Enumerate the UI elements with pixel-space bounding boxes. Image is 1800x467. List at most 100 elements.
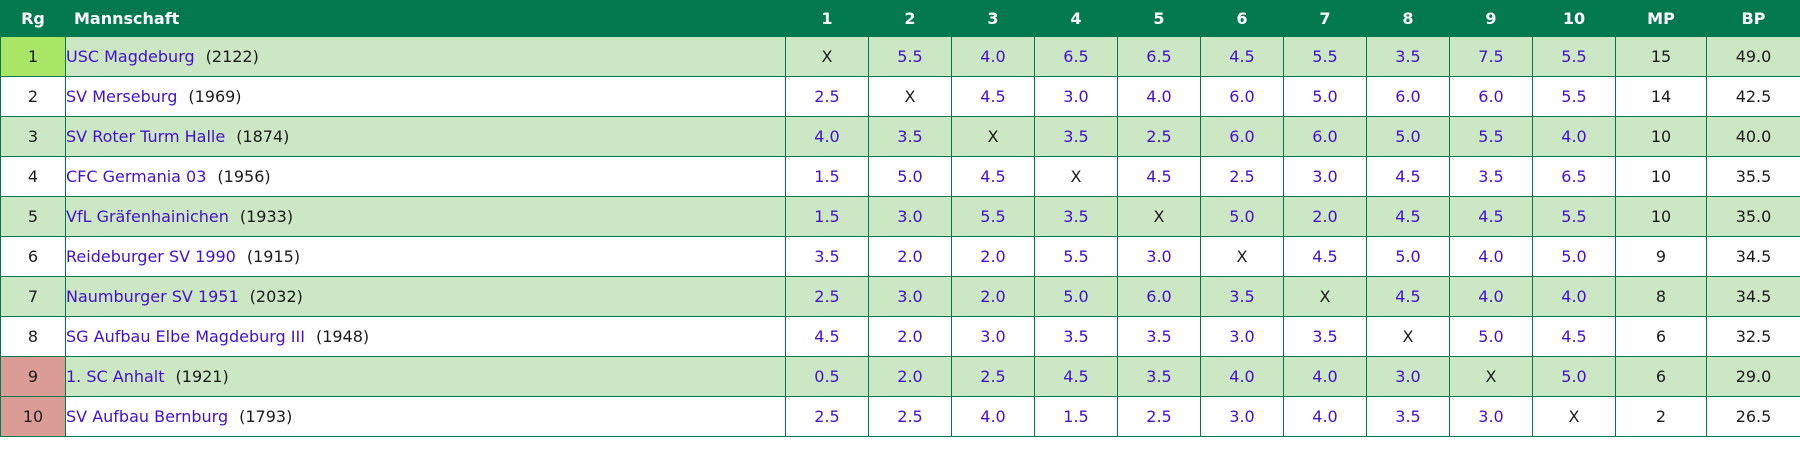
result-link[interactable]: 5.5	[897, 47, 923, 66]
result-link[interactable]: 3.5	[1312, 327, 1338, 346]
result-link[interactable]: 7.5	[1478, 47, 1504, 66]
result-link[interactable]: 4.5	[1395, 207, 1421, 226]
result-link[interactable]: 3.5	[1063, 327, 1089, 346]
result-link[interactable]: 1.5	[814, 167, 840, 186]
result-link[interactable]: 4.0	[980, 407, 1006, 426]
result-link[interactable]: 5.0	[1395, 127, 1421, 146]
team-link[interactable]: 1. SC Anhalt	[66, 367, 165, 386]
result-link[interactable]: 5.5	[1063, 247, 1089, 266]
result-link[interactable]: 2.0	[897, 367, 923, 386]
result-link[interactable]: 4.5	[1395, 167, 1421, 186]
result-link[interactable]: 3.5	[1478, 167, 1504, 186]
result-link[interactable]: 4.0	[1561, 287, 1587, 306]
result-link[interactable]: 5.0	[1312, 87, 1338, 106]
result-link[interactable]: 6.5	[1561, 167, 1587, 186]
result-link[interactable]: 4.0	[980, 47, 1006, 66]
result-link[interactable]: 1.5	[1063, 407, 1089, 426]
result-link[interactable]: 4.5	[1561, 327, 1587, 346]
result-link[interactable]: 3.5	[1146, 367, 1172, 386]
result-link[interactable]: 4.0	[1478, 287, 1504, 306]
result-link[interactable]: 4.5	[1063, 367, 1089, 386]
result-link[interactable]: 4.0	[1561, 127, 1587, 146]
result-link[interactable]: 5.0	[1063, 287, 1089, 306]
result-link[interactable]: 6.0	[1146, 287, 1172, 306]
result-link[interactable]: 3.5	[1146, 327, 1172, 346]
result-link[interactable]: 6.5	[1146, 47, 1172, 66]
result-link[interactable]: 3.0	[1229, 327, 1255, 346]
result-link[interactable]: 6.0	[1478, 87, 1504, 106]
result-link[interactable]: 3.5	[814, 247, 840, 266]
result-link[interactable]: 5.5	[980, 207, 1006, 226]
result-link[interactable]: 4.0	[1478, 247, 1504, 266]
result-link[interactable]: 4.0	[814, 127, 840, 146]
result-link[interactable]: 4.0	[1312, 407, 1338, 426]
result-link[interactable]: 4.5	[1395, 287, 1421, 306]
result-link[interactable]: 3.5	[1395, 47, 1421, 66]
team-link[interactable]: SV Merseburg	[66, 87, 178, 106]
result-link[interactable]: 3.5	[1229, 287, 1255, 306]
result-link[interactable]: 0.5	[814, 367, 840, 386]
result-link[interactable]: 2.5	[814, 407, 840, 426]
result-link[interactable]: 5.0	[1478, 327, 1504, 346]
result-link[interactable]: 2.0	[1312, 207, 1338, 226]
team-link[interactable]: USC Magdeburg	[66, 47, 195, 66]
team-link[interactable]: VfL Gräfenhainichen	[66, 207, 229, 226]
result-link[interactable]: 2.0	[980, 287, 1006, 306]
result-link[interactable]: 3.0	[1478, 407, 1504, 426]
team-link[interactable]: CFC Germania 03	[66, 167, 207, 186]
result-link[interactable]: 6.0	[1395, 87, 1421, 106]
result-link[interactable]: 3.0	[897, 287, 923, 306]
team-link[interactable]: Reideburger SV 1990	[66, 247, 236, 266]
result-link[interactable]: 2.5	[980, 367, 1006, 386]
result-link[interactable]: 3.0	[897, 207, 923, 226]
result-link[interactable]: 6.0	[1229, 127, 1255, 146]
result-link[interactable]: 2.5	[814, 287, 840, 306]
result-link[interactable]: 3.0	[1229, 407, 1255, 426]
result-link[interactable]: 3.0	[980, 327, 1006, 346]
result-link[interactable]: 6.0	[1229, 87, 1255, 106]
result-link[interactable]: 3.0	[1312, 167, 1338, 186]
team-link[interactable]: SG Aufbau Elbe Magdeburg III	[66, 327, 305, 346]
result-link[interactable]: 6.5	[1063, 47, 1089, 66]
team-link[interactable]: SV Aufbau Bernburg	[66, 407, 229, 426]
result-link[interactable]: 5.5	[1561, 47, 1587, 66]
result-link[interactable]: 2.0	[897, 247, 923, 266]
result-link[interactable]: 5.0	[1229, 207, 1255, 226]
result-link[interactable]: 4.0	[1146, 87, 1172, 106]
result-link[interactable]: 1.5	[814, 207, 840, 226]
result-link[interactable]: 4.0	[1312, 367, 1338, 386]
result-link[interactable]: 4.5	[980, 87, 1006, 106]
result-link[interactable]: 4.5	[1229, 47, 1255, 66]
result-link[interactable]: 5.5	[1478, 127, 1504, 146]
result-link[interactable]: 3.0	[1395, 367, 1421, 386]
result-link[interactable]: 2.5	[897, 407, 923, 426]
result-link[interactable]: 4.5	[814, 327, 840, 346]
result-link[interactable]: 5.0	[1395, 247, 1421, 266]
result-link[interactable]: 4.0	[1229, 367, 1255, 386]
result-link[interactable]: 2.0	[897, 327, 923, 346]
result-link[interactable]: 6.0	[1312, 127, 1338, 146]
result-link[interactable]: 2.5	[1146, 127, 1172, 146]
result-link[interactable]: 2.0	[980, 247, 1006, 266]
result-link[interactable]: 3.5	[897, 127, 923, 146]
result-link[interactable]: 3.5	[1063, 127, 1089, 146]
result-link[interactable]: 3.5	[1063, 207, 1089, 226]
result-link[interactable]: 5.5	[1561, 207, 1587, 226]
result-link[interactable]: 4.5	[1478, 207, 1504, 226]
result-link[interactable]: 2.5	[814, 87, 840, 106]
result-link[interactable]: 5.0	[1561, 247, 1587, 266]
result-link[interactable]: 2.5	[1146, 407, 1172, 426]
result-link[interactable]: 2.5	[1229, 167, 1255, 186]
team-link[interactable]: SV Roter Turm Halle	[66, 127, 226, 146]
result-link[interactable]: 4.5	[1146, 167, 1172, 186]
result-link[interactable]: 4.5	[1312, 247, 1338, 266]
result-link[interactable]: 5.5	[1312, 47, 1338, 66]
result-link[interactable]: 5.0	[897, 167, 923, 186]
result-link[interactable]: 3.0	[1063, 87, 1089, 106]
result-link[interactable]: 5.0	[1561, 367, 1587, 386]
team-link[interactable]: Naumburger SV 1951	[66, 287, 239, 306]
result-link[interactable]: 3.0	[1146, 247, 1172, 266]
result-link[interactable]: 5.5	[1561, 87, 1587, 106]
result-link[interactable]: 4.5	[980, 167, 1006, 186]
result-link[interactable]: 3.5	[1395, 407, 1421, 426]
